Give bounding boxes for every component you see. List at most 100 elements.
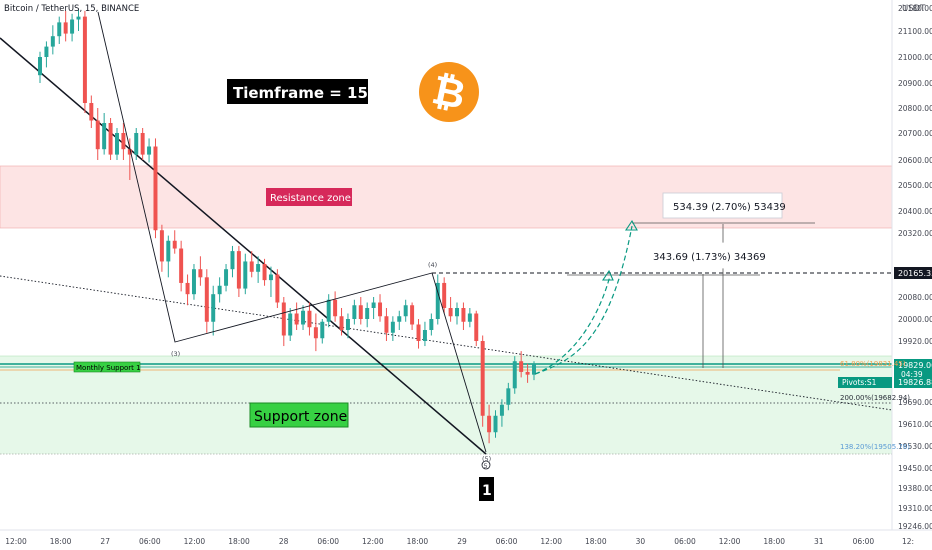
main-downtrend-line — [0, 37, 487, 455]
x-tick-label: 12:00 — [5, 537, 27, 546]
y-tick-label: 19310.00 — [898, 504, 932, 513]
support-zone — [0, 356, 892, 454]
y-tick-label: 21000.00 — [898, 53, 932, 62]
candle-body — [204, 277, 209, 322]
candle-body — [211, 294, 216, 322]
candle-body — [230, 251, 235, 270]
dashed-level-price-label: 20165.35 — [898, 269, 932, 278]
candle-body — [435, 282, 440, 319]
x-tick-label: 18:00 — [763, 537, 785, 546]
measure-2-box — [642, 242, 763, 269]
wave-3-label: (3) — [171, 350, 180, 358]
x-tick-label: 31 — [814, 537, 824, 546]
candle-body — [70, 19, 75, 34]
candle-body — [371, 302, 376, 308]
pivot-s1-label: Pivots:S1 — [842, 378, 877, 387]
candle-body — [487, 415, 492, 433]
candle-body — [166, 240, 171, 262]
y-tick-label: 20320.00 — [898, 229, 932, 238]
x-tick-label: 12:00 — [719, 537, 741, 546]
candle-body — [455, 308, 460, 317]
y-tick-label: 19450.00 — [898, 464, 932, 473]
candle-body — [307, 310, 312, 328]
timeframe-box — [227, 79, 368, 104]
candle-body — [333, 299, 338, 317]
x-tick-label: 30 — [636, 537, 646, 546]
candle-body — [506, 388, 511, 405]
x-tick-label: 06:00 — [139, 537, 161, 546]
y-tick-label: 19690.00 — [898, 398, 932, 407]
x-tick-label: 12: — [902, 537, 914, 546]
bitcoin-logo-icon: ₿ — [419, 62, 479, 122]
fib-138-label: 138.20%(19505.76) — [840, 443, 910, 451]
wave-5-circle-label: 5 — [484, 462, 488, 470]
candle-body — [442, 282, 447, 308]
candle-body — [493, 415, 498, 433]
pivot-s1-tag — [838, 377, 892, 388]
candle-body — [89, 103, 94, 121]
candle-body — [63, 22, 68, 34]
timeframe-text: Tiemframe = 15min — [233, 84, 399, 102]
candle-body — [121, 133, 126, 150]
candle-body — [519, 361, 524, 372]
price-axis[interactable]: 21180.00 21100.00 21000.00 20900.00 20800.00… — [898, 4, 932, 531]
candle-body — [301, 310, 306, 325]
candle-body — [525, 371, 530, 375]
x-tick-label: 18:00 — [407, 537, 429, 546]
candle-body — [236, 251, 241, 289]
projection-arrow-1-icon — [624, 219, 638, 231]
candle-body — [320, 321, 325, 339]
candle-body — [410, 305, 415, 325]
candle-body — [422, 330, 427, 341]
x-tick-label: 06:00 — [496, 537, 518, 546]
dashed-level-price-tag — [894, 267, 932, 279]
candle-body — [159, 230, 164, 262]
candle-body — [38, 57, 42, 76]
candle-body — [474, 313, 479, 341]
elliott-wave-lines — [97, 11, 487, 453]
x-tick-label: 12:00 — [184, 537, 206, 546]
y-tick-label: 21180.00 — [898, 4, 932, 13]
wave-5-circle-icon — [481, 460, 491, 470]
x-tick-label: 06:00 — [317, 537, 339, 546]
candle-body — [365, 308, 370, 319]
y-tick-label: 19246.00 — [898, 522, 932, 531]
monthly-support-box — [73, 361, 141, 373]
wave-5-label: (5) — [482, 455, 491, 463]
candle-body — [191, 269, 196, 295]
currency-label: USDT — [902, 4, 926, 14]
candle-body — [198, 269, 203, 278]
y-tick-label: 20500.00 — [898, 181, 932, 190]
candle-body — [95, 120, 100, 150]
candle-body — [499, 404, 504, 416]
candle-body — [179, 248, 184, 283]
x-tick-label: 12:00 — [540, 537, 562, 546]
candle-body — [384, 316, 389, 333]
candle-body — [275, 274, 280, 303]
x-tick-label: 27 — [100, 537, 110, 546]
candle-body — [467, 313, 472, 322]
wave-1-box — [479, 477, 494, 501]
candle-body — [127, 149, 132, 155]
projection-path-1 — [534, 225, 633, 375]
y-tick-label: 20600.00 — [898, 156, 932, 165]
candle-body — [281, 302, 286, 336]
candle-body — [448, 308, 453, 317]
candles-group — [38, 9, 536, 444]
candle-body — [416, 324, 421, 341]
projection-arrow-2-icon — [601, 269, 614, 281]
candle-body — [153, 146, 158, 231]
symbol-title: Bitcoin / TetherUS, 15, BINANCE — [4, 4, 139, 14]
candle-body — [480, 341, 485, 416]
wave-1-text: 1 — [482, 483, 492, 499]
candle-body — [378, 302, 383, 317]
countdown-timer: 04:39 — [901, 370, 923, 379]
time-axis[interactable]: 12:00 18:00 27 06:00 12:00 18:00 28 06:00 12:00 1… — [5, 537, 914, 546]
resistance-label-text: Resistance zone — [270, 193, 351, 204]
x-tick-label: 18:00 — [50, 537, 72, 546]
y-tick-label: 20900.00 — [898, 79, 932, 88]
support-label-text: Support zone — [254, 409, 347, 425]
candle-body — [512, 361, 517, 389]
